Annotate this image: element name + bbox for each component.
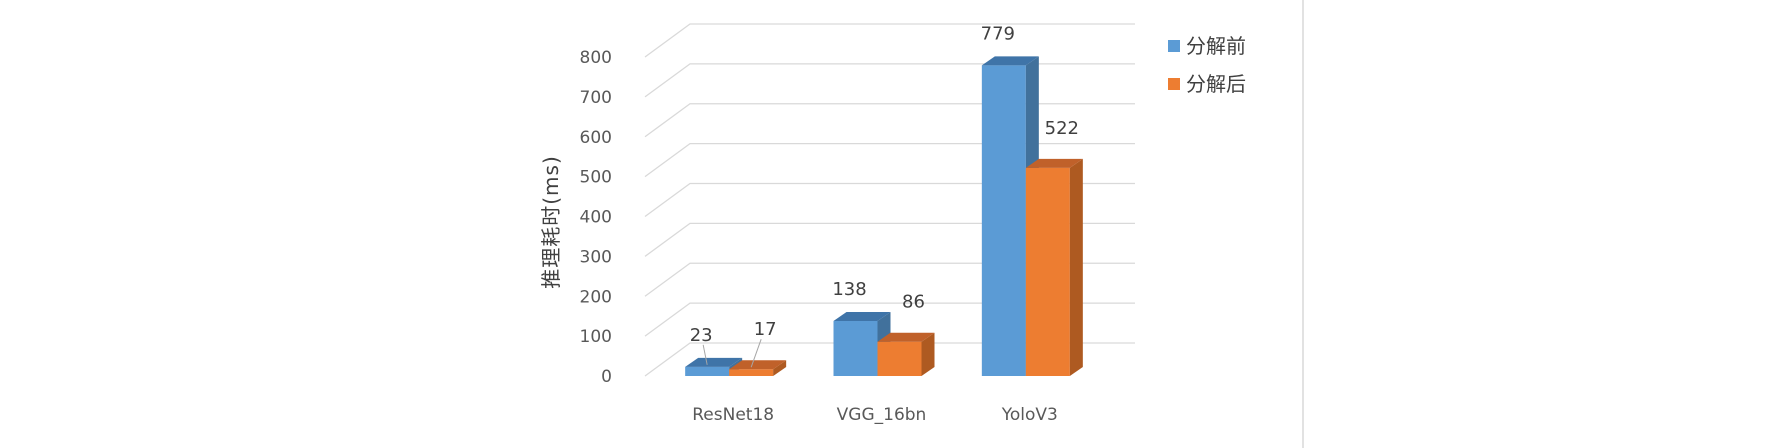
- bar-YoloV3-before: [981, 56, 1039, 376]
- bar-top: [877, 332, 935, 342]
- bar-front: [981, 65, 1026, 376]
- bars: [685, 56, 1083, 376]
- legend-swatch: [1168, 40, 1180, 52]
- y-axis-ticks: 0 100 200 300 400 500 600 700 800: [580, 48, 612, 387]
- bar-top: [1025, 158, 1083, 168]
- data-label: 522: [1045, 118, 1079, 139]
- legend-label: 分解后: [1186, 72, 1246, 96]
- y-tick-label: 500: [580, 168, 612, 188]
- x-tick-label: YoloV3: [1001, 405, 1058, 425]
- bar-front: [729, 369, 774, 376]
- bar-ResNet18-after: [729, 360, 787, 376]
- data-label: 86: [902, 292, 925, 313]
- x-axis-ticks: ResNet18 VGG_16bn YoloV3: [692, 405, 1058, 425]
- y-tick-label: 300: [580, 247, 612, 267]
- bar-side: [1069, 158, 1083, 376]
- bar-front: [1025, 167, 1070, 376]
- gridlines: [644, 23, 1135, 377]
- legend-item: 分解后: [1168, 72, 1246, 96]
- bar-front: [685, 366, 730, 376]
- data-label: 17: [754, 319, 777, 340]
- bar-top: [833, 311, 891, 321]
- leader-line: [702, 344, 708, 365]
- legend-swatch: [1168, 78, 1180, 90]
- bar-VGG_16bn-after: [877, 332, 935, 376]
- data-label: 779: [981, 23, 1015, 44]
- bar-front: [877, 341, 922, 376]
- data-labels: 23 17 138 86 779 522: [690, 23, 1079, 368]
- y-tick-label: 100: [580, 327, 612, 347]
- x-tick-label: VGG_16bn: [837, 405, 927, 425]
- y-tick-label: 700: [580, 88, 612, 108]
- y-tick-label: 400: [580, 208, 612, 228]
- gridline: [644, 23, 1135, 58]
- bar-top: [685, 357, 743, 367]
- legend-item: 分解前: [1168, 34, 1246, 58]
- bar-top: [981, 56, 1039, 66]
- bar-side: [773, 360, 787, 376]
- bar-side: [921, 332, 935, 376]
- data-label: 138: [832, 279, 866, 300]
- bar-top: [729, 360, 787, 370]
- y-axis-label: 推理耗时(ms): [539, 155, 563, 289]
- y-tick-label: 800: [580, 48, 612, 68]
- y-tick-label: 600: [580, 128, 612, 148]
- gridline: [644, 63, 1135, 98]
- legend-label: 分解前: [1186, 34, 1246, 58]
- bar-YoloV3-after: [1025, 158, 1083, 376]
- y-tick-label: 200: [580, 287, 612, 307]
- bar-front: [833, 320, 878, 376]
- data-label: 23: [690, 325, 713, 346]
- y-tick-label: 0: [601, 367, 612, 387]
- leader-line: [750, 339, 762, 368]
- x-tick-label: ResNet18: [692, 405, 774, 425]
